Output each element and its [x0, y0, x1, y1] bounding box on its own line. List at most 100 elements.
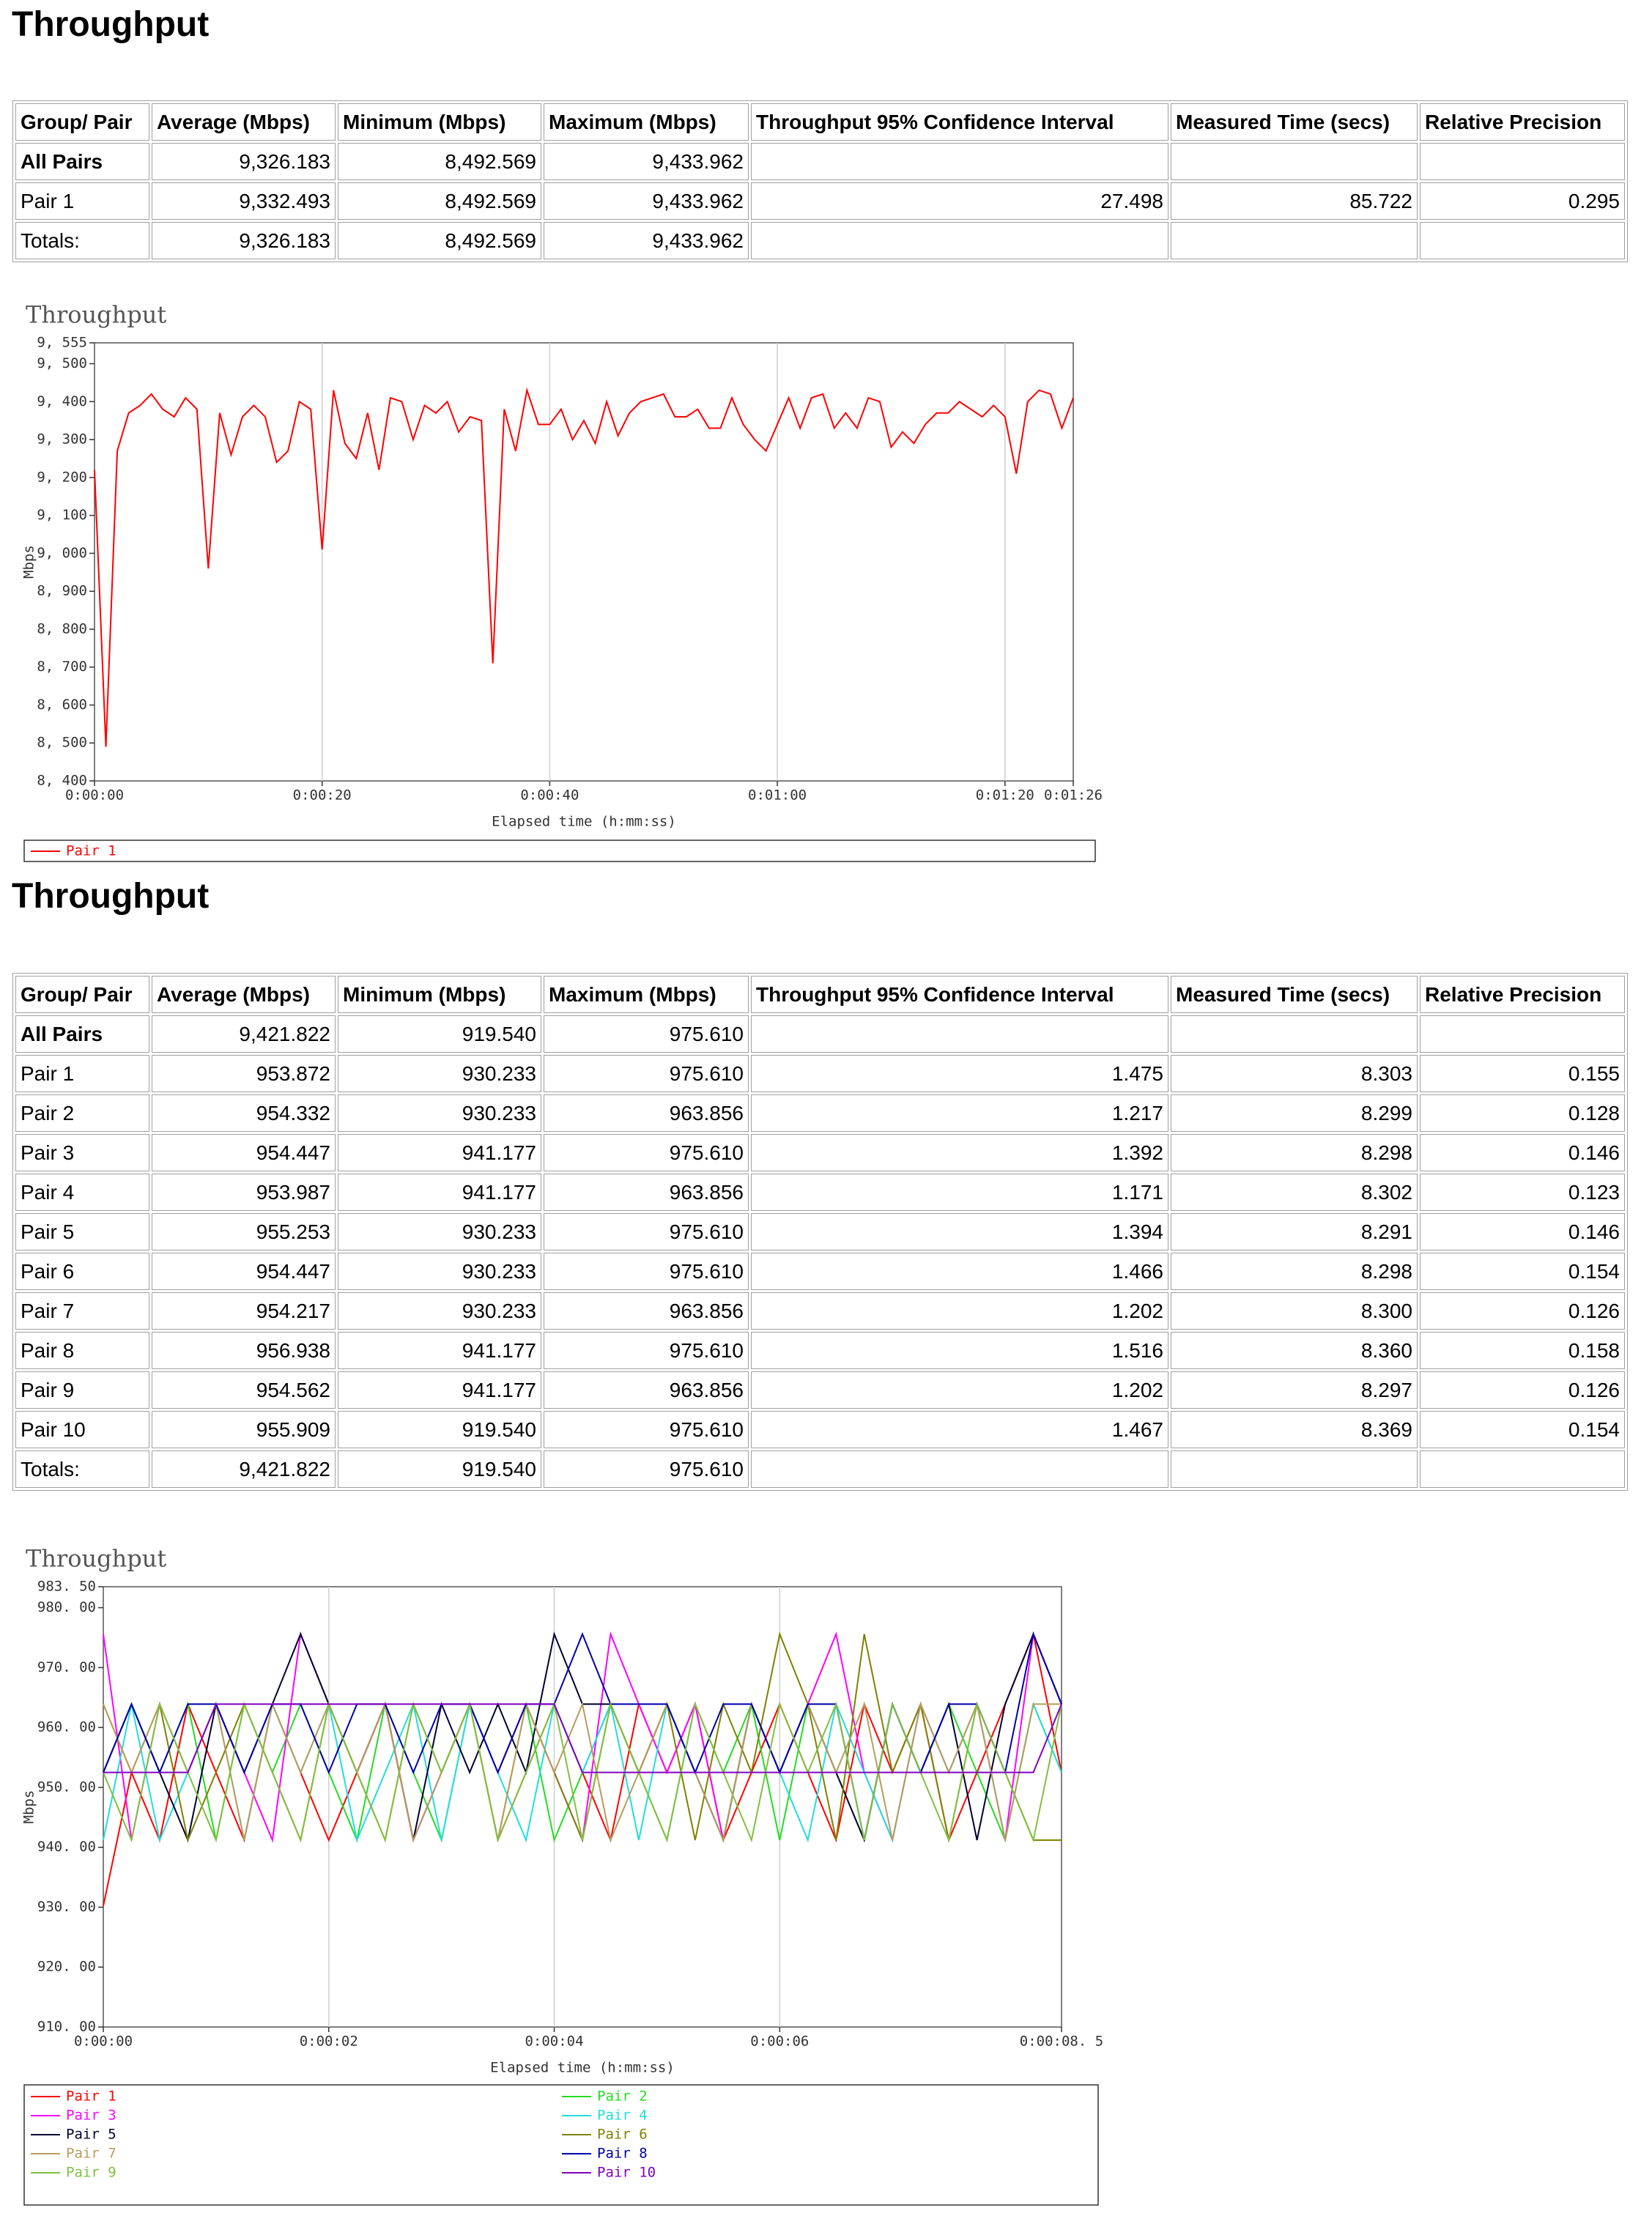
table-cell: Pair 3: [15, 1134, 149, 1171]
x-axis-label: Elapsed time (h:mm:ss): [492, 814, 676, 830]
table-cell: 963.856: [544, 1094, 749, 1132]
results-table: Group/ Pair Average (Mbps) Minimum (Mbps) M…: [12, 100, 1628, 262]
table-cell: 8.299: [1171, 1094, 1418, 1132]
table-cell: [751, 222, 1168, 259]
table-cell: 0.123: [1420, 1174, 1625, 1211]
table-cell: 9,421.822: [152, 1450, 336, 1488]
table-cell: [1171, 143, 1418, 180]
section-title: Throughput: [12, 5, 210, 44]
table-cell: 919.540: [338, 1015, 541, 1053]
y-tick-label: 8, 600: [37, 697, 87, 713]
x-tick-label: 0:00:20: [293, 788, 352, 804]
header-cell: Relative Precision: [1420, 976, 1625, 1013]
legend-label: Pair 6: [597, 2127, 648, 2143]
y-tick-label: 8, 500: [37, 735, 87, 751]
x-tick-label: 0:00:00: [65, 788, 124, 804]
table-cell: 953.987: [152, 1174, 336, 1211]
table-cell: [1171, 1450, 1418, 1488]
legend-label: Pair 7: [66, 2146, 116, 2162]
table-cell: [1420, 143, 1625, 180]
table-cell: 0.158: [1420, 1332, 1625, 1369]
x-tick-label: 0:00:06: [750, 2034, 809, 2050]
y-tick-label: 9, 500: [37, 355, 87, 371]
table-cell: 8.302: [1171, 1174, 1418, 1211]
y-tick-label: 970. 00: [37, 1659, 96, 1675]
table-cell: 9,326.183: [152, 222, 336, 259]
table-row: Pair 3 954.447 941.177 975.610 1.392 8.298 0.1…: [15, 1134, 1625, 1171]
table-cell: Pair 9: [15, 1371, 149, 1409]
table-cell: 1.467: [751, 1411, 1168, 1448]
header-cell: Group/ Pair: [15, 976, 149, 1013]
table-cell: 8.291: [1171, 1213, 1418, 1250]
table-cell: 954.562: [152, 1371, 336, 1409]
table-cell: 955.253: [152, 1213, 336, 1250]
legend-label: Pair 9: [66, 2165, 116, 2181]
table-cell: 975.610: [544, 1411, 749, 1448]
x-tick-label: 0:01:26: [1044, 788, 1103, 804]
table-cell: 1.392: [751, 1134, 1168, 1171]
y-tick-label: 9, 200: [37, 469, 87, 485]
plot-area: [94, 342, 1074, 782]
table-row: Pair 6 954.447 930.233 975.610 1.466 8.298 0.1…: [15, 1253, 1625, 1290]
table-cell: All Pairs: [15, 1015, 149, 1053]
table-cell: 0.146: [1420, 1213, 1625, 1250]
section-title: Throughput: [12, 877, 210, 916]
table-cell: Pair 1: [15, 182, 149, 220]
table-cell: 1.202: [751, 1292, 1168, 1330]
table-cell: [1420, 1450, 1625, 1488]
table-cell: 0.154: [1420, 1253, 1625, 1290]
y-tick-label: 983. 50: [37, 1579, 96, 1595]
table-cell: 0.146: [1420, 1134, 1625, 1171]
table-cell: 0.126: [1420, 1292, 1625, 1330]
table-cell: 8.360: [1171, 1332, 1418, 1369]
table-cell: 0.154: [1420, 1411, 1625, 1448]
plot-area: [103, 1586, 1062, 2028]
table-cell: 975.610: [544, 1450, 749, 1488]
table-cell: Totals:: [15, 1450, 149, 1488]
table-cell: 963.856: [544, 1371, 749, 1409]
table-cell: 1.217: [751, 1094, 1168, 1132]
header-cell: Minimum (Mbps): [338, 976, 541, 1013]
legend-label: Pair 1: [66, 843, 116, 859]
table-cell: All Pairs: [15, 143, 149, 180]
table-cell: [751, 1015, 1168, 1053]
y-axis-label: Mbps: [21, 1790, 37, 1824]
table-row: Pair 5 955.253 930.233 975.610 1.394 8.291 0.1…: [15, 1213, 1625, 1250]
header-cell: Measured Time (secs): [1171, 103, 1418, 141]
legend-label: Pair 5: [66, 2127, 116, 2143]
table-cell: 930.233: [338, 1055, 541, 1092]
table-cell: 954.332: [152, 1094, 336, 1132]
series-line: [103, 1703, 1062, 1774]
table-cell: Pair 4: [15, 1174, 149, 1211]
table-row: Pair 9 954.562 941.177 963.856 1.202 8.297 0.1…: [15, 1371, 1625, 1409]
y-tick-label: 9, 300: [37, 431, 87, 448]
y-tick-label: 8, 900: [37, 583, 87, 599]
x-tick-label: 0:00:04: [525, 2034, 583, 2050]
chart-title: Throughput: [26, 301, 166, 329]
table-head: Group/ Pair Average (Mbps) Minimum (Mbps) M…: [15, 976, 1625, 1013]
table-cell: [1171, 222, 1418, 259]
table-cell: [1171, 1015, 1418, 1053]
table-cell: 975.610: [544, 1134, 749, 1171]
y-tick-label: 9, 555: [37, 335, 87, 351]
table-cell: 930.233: [338, 1292, 541, 1330]
table-cell: 954.447: [152, 1253, 336, 1290]
table-cell: 0.126: [1420, 1371, 1625, 1409]
x-tick-label: 0:01:00: [748, 788, 807, 804]
series-line: [103, 1701, 1062, 1843]
table-cell: 27.498: [751, 182, 1168, 220]
table-row: Pair 7 954.217 930.233 963.856 1.202 8.300 0.1…: [15, 1292, 1625, 1330]
table-cell: 941.177: [338, 1174, 541, 1211]
x-tick-label: 0:01:20: [976, 788, 1034, 804]
table-cell: Pair 10: [15, 1411, 149, 1448]
table-row: Totals: 9,421.822 919.540 975.610: [15, 1450, 1625, 1488]
chart-title: Throughput: [26, 1545, 166, 1573]
header-cell: Average (Mbps): [152, 103, 336, 141]
table-cell: [1420, 1015, 1625, 1053]
y-tick-label: 920. 00: [37, 1959, 96, 1975]
table-cell: 941.177: [338, 1332, 541, 1369]
table-cell: 930.233: [338, 1094, 541, 1132]
header-cell: Relative Precision: [1420, 103, 1625, 141]
table-cell: 954.217: [152, 1292, 336, 1330]
table-cell: 953.872: [152, 1055, 336, 1092]
